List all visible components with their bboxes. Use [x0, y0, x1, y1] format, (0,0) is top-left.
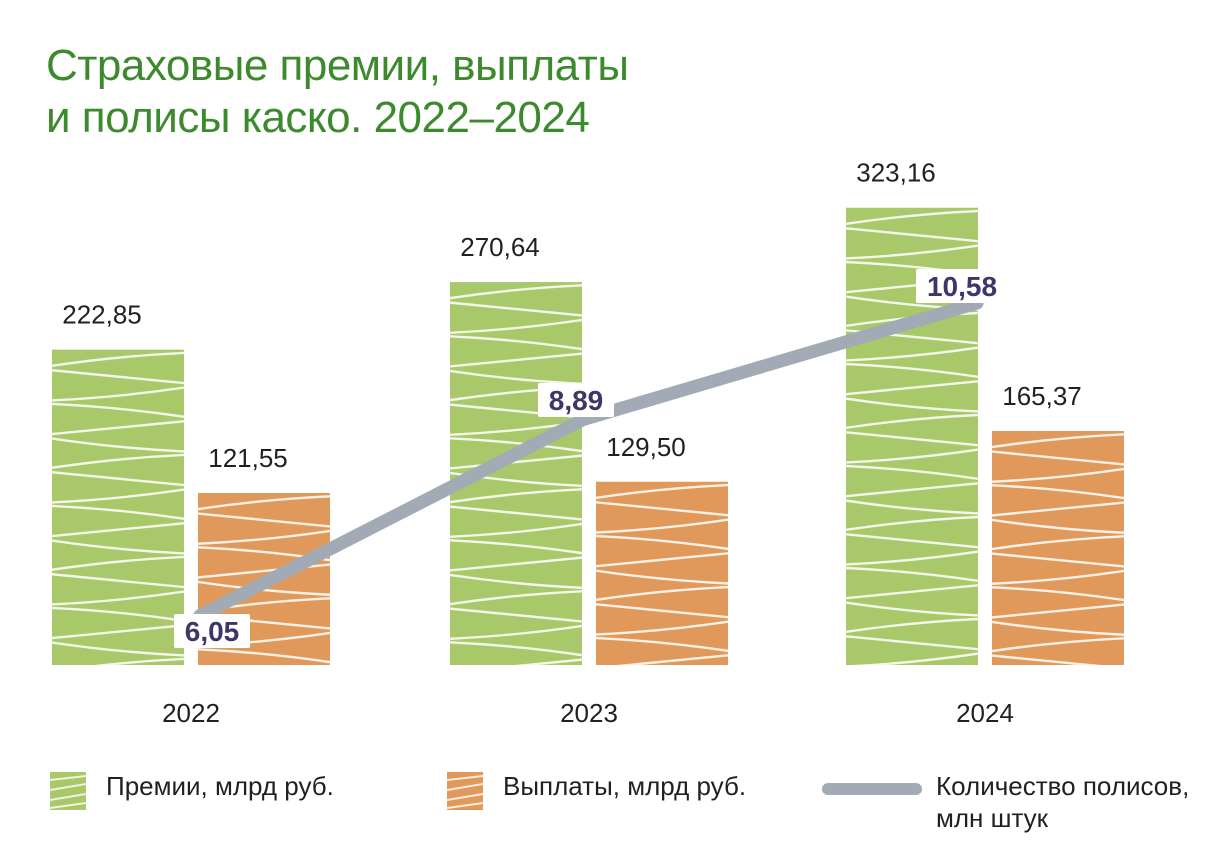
legend-policies-text-line-1: Количество полисов, [936, 771, 1190, 801]
legend-payouts-text: Выплаты, млрд руб. [503, 771, 747, 801]
labels-layer: 222,85 121,55 2022 270,64 129,50 2023 323,16 16… [62, 158, 1082, 728]
payout-bar-2023-hatch [596, 483, 728, 665]
policies-label-bg-2022 [174, 614, 250, 648]
policies-label-bg-2023 [538, 383, 614, 417]
policies-value-label-2023: 8,89 [549, 385, 604, 416]
policies-point-2022: 6,05 [174, 609, 250, 648]
year-label-2023: 2023 [560, 698, 618, 728]
year-label-2024: 2024 [956, 698, 1014, 728]
legend-policies-label: Количество полисов, млн штук [936, 770, 1189, 834]
premium-value-label-2022: 222,85 [62, 300, 142, 330]
payout-bar-2023 [596, 481, 728, 665]
legend-payouts-label: Выплаты, млрд руб. [503, 770, 746, 802]
policies-point-2024: 10,58 [916, 269, 1008, 310]
premium-bar-2022 [52, 349, 184, 665]
payout-bar-2024 [992, 431, 1124, 666]
green-hatched-swatch-icon [50, 772, 86, 810]
policies-value-label-2024: 10,58 [927, 271, 997, 302]
gray-line-swatch-icon [822, 783, 922, 795]
premium-value-label-2024: 323,16 [856, 158, 936, 188]
legend-policies: Количество полисов, млн штук [822, 770, 1189, 834]
policies-point-2023: 8,89 [538, 383, 614, 427]
policies-value-label-2022: 6,05 [185, 616, 240, 647]
premium-value-label-2023: 270,64 [460, 232, 540, 262]
year-label-2022: 2022 [162, 698, 220, 728]
payout-value-label-2022: 121,55 [208, 443, 288, 473]
chart-title: Страховые премии, выплаты и полисы каско… [46, 40, 629, 144]
legend-premiums: Премии, млрд руб. [50, 770, 334, 812]
payout-value-label-2024: 165,37 [1002, 381, 1082, 411]
legend-policies-text-line-2: млн штук [936, 803, 1049, 833]
legend-premiums-label: Премии, млрд руб. [106, 770, 334, 802]
payout-bar-2022 [198, 493, 330, 665]
orange-hatched-swatch-icon [447, 772, 483, 810]
legend-payouts: Выплаты, млрд руб. [447, 770, 746, 812]
policies-label-bg-2024 [916, 269, 1008, 303]
legend-premiums-text: Премии, млрд руб. [106, 771, 334, 801]
payout-value-label-2023: 129,50 [606, 432, 686, 462]
premium-bar-2022-hatch [52, 351, 184, 665]
policies-line-layer: 6,05 8,89 10,58 [174, 269, 1008, 648]
payout-bar-2024-hatch [992, 433, 1124, 666]
chart-title-line-2: и полисы каско. 2022–2024 [46, 93, 590, 142]
chart-title-line-1: Страховые премии, выплаты [46, 41, 629, 90]
